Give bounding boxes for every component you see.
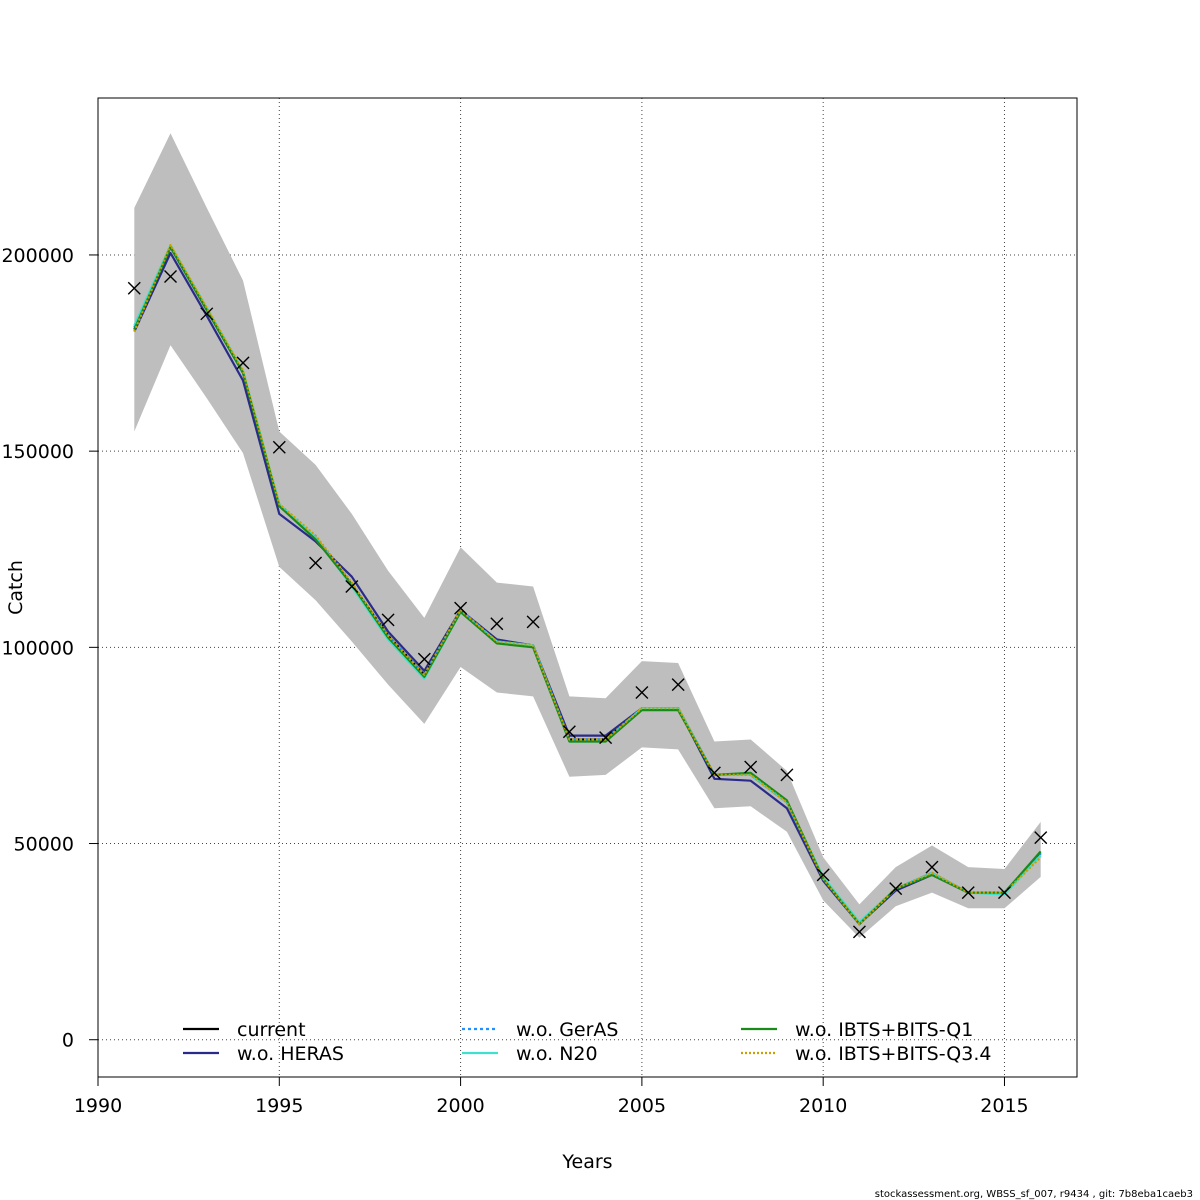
- observation-stroke: [707, 766, 721, 780]
- observation-point: [236, 356, 250, 370]
- observation-point: [1034, 831, 1048, 845]
- observation-stroke: [309, 556, 323, 570]
- series-line-1: [133, 251, 1042, 926]
- legend-label: w.o. N20: [516, 1043, 598, 1065]
- observation-point: [562, 725, 576, 739]
- legend-item: w.o. IBTS+BITS-Q1: [741, 1019, 973, 1041]
- observation-stroke: [562, 725, 576, 739]
- observation-point: [707, 766, 721, 780]
- observation-stroke: [1034, 831, 1048, 845]
- y-tick-label: 0: [62, 1030, 74, 1052]
- observation-stroke: [635, 685, 649, 699]
- y-axis: 0 50000 100000 150000 200000: [1, 245, 99, 1052]
- footer-note: stockassessment.org, WBSS_sf_007, r9434 …: [875, 1189, 1193, 1200]
- y-tick-label: 150000: [1, 441, 74, 463]
- observation-stroke: [599, 731, 613, 745]
- series-line-5: [133, 244, 1042, 926]
- observation-markers: [127, 270, 1048, 939]
- legend-item: w.o. HERAS: [183, 1043, 344, 1065]
- observation-stroke: [417, 652, 431, 666]
- observation-point: [526, 615, 540, 629]
- observation-stroke: [526, 615, 540, 629]
- observation-stroke: [454, 601, 468, 615]
- observation-stroke: [889, 882, 903, 896]
- observation-stroke: [381, 613, 395, 627]
- legend-item: w.o. N20: [462, 1043, 598, 1065]
- observation-point: [381, 613, 395, 627]
- confidence-band: [134, 133, 1041, 938]
- grid-lines: [97, 98, 1077, 1077]
- observation-point: [671, 678, 685, 692]
- observation-point: [635, 685, 649, 699]
- observation-point: [345, 580, 359, 594]
- observation-stroke: [780, 768, 794, 782]
- x-tick-label: 2010: [799, 1095, 847, 1117]
- observation-stroke: [164, 270, 178, 284]
- legend-item: w.o. IBTS+BITS-Q3.4: [741, 1043, 991, 1065]
- y-tick-label: 200000: [1, 245, 74, 267]
- x-tick-label: 1990: [74, 1095, 122, 1117]
- observation-point: [744, 760, 758, 774]
- confidence-band-area: [134, 133, 1041, 938]
- legend-label: w.o. IBTS+BITS-Q3.4: [795, 1043, 991, 1065]
- observation-stroke: [200, 307, 214, 321]
- plot-frame: [97, 97, 1078, 1078]
- observation-stroke: [127, 281, 141, 295]
- observation-point: [454, 601, 468, 615]
- observation-point: [417, 652, 431, 666]
- observation-stroke: [272, 440, 286, 454]
- x-tick-label: 2000: [436, 1095, 484, 1117]
- observation-point: [164, 270, 178, 284]
- legend-label: w.o. GerAS: [516, 1019, 619, 1041]
- observation-stroke: [671, 678, 685, 692]
- x-axis-title: Years: [561, 1151, 612, 1173]
- observation-stroke: [925, 860, 939, 874]
- observation-point: [309, 556, 323, 570]
- legend-item: current: [183, 1019, 306, 1041]
- observation-stroke: [852, 925, 866, 939]
- y-tick-label: 50000: [14, 834, 74, 856]
- observation-point: [127, 281, 141, 295]
- observation-point: [997, 886, 1011, 900]
- observation-point: [961, 886, 975, 900]
- observation-stroke: [961, 886, 975, 900]
- observation-stroke: [345, 580, 359, 594]
- series-line-3: [133, 244, 1042, 924]
- observation-stroke: [490, 617, 504, 631]
- x-tick-label: 2015: [980, 1095, 1028, 1117]
- x-axis: 1990 1995 2000 2005 2010 2015: [74, 1076, 1029, 1117]
- x-tick-label: 2005: [618, 1095, 666, 1117]
- observation-stroke: [997, 886, 1011, 900]
- observation-point: [490, 617, 504, 631]
- y-axis-title: Catch: [5, 560, 27, 615]
- series-line-0: [133, 246, 1042, 926]
- y-tick-label: 100000: [1, 637, 74, 659]
- observation-stroke: [744, 760, 758, 774]
- legend-label: current: [237, 1019, 306, 1041]
- series-line-4: [133, 246, 1042, 926]
- series-line-2: [133, 246, 1042, 926]
- observation-point: [599, 731, 613, 745]
- observation-point: [272, 440, 286, 454]
- legend-label: w.o. HERAS: [237, 1043, 344, 1065]
- legend-item: w.o. GerAS: [462, 1019, 619, 1041]
- observation-point: [780, 768, 794, 782]
- observation-point: [200, 307, 214, 321]
- observation-point: [889, 882, 903, 896]
- x-tick-label: 1995: [255, 1095, 303, 1117]
- observation-stroke: [236, 356, 250, 370]
- observation-point: [816, 868, 830, 882]
- observation-point: [925, 860, 939, 874]
- legend-label: w.o. IBTS+BITS-Q1: [795, 1019, 973, 1041]
- series-lines: [133, 244, 1042, 926]
- observation-stroke: [816, 868, 830, 882]
- observation-point: [852, 925, 866, 939]
